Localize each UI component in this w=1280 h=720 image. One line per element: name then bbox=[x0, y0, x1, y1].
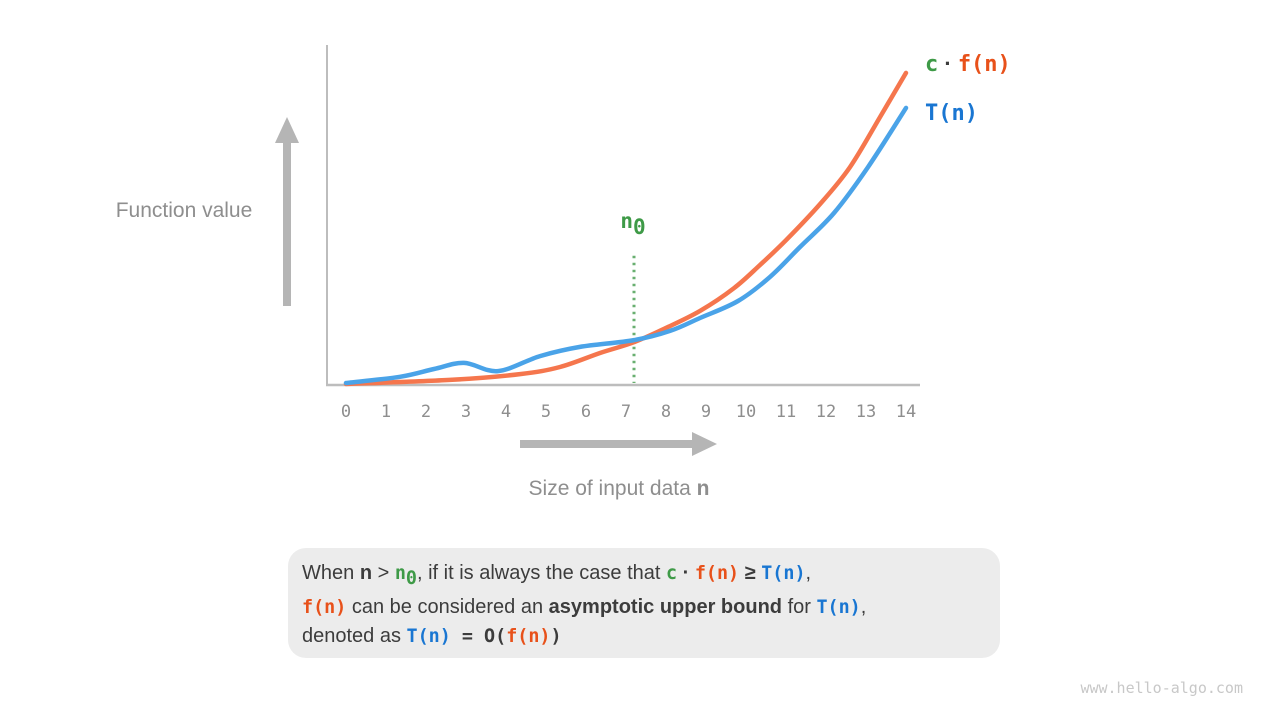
text-token: · bbox=[677, 562, 695, 584]
text-token: O( bbox=[484, 626, 507, 648]
x-tick-label: 9 bbox=[700, 402, 712, 422]
x-tick-label: 11 bbox=[775, 402, 797, 422]
text-token: n bbox=[620, 209, 633, 233]
caption-box: When n > n0, if it is always the case th… bbox=[288, 548, 1000, 658]
right-arrow-icon bbox=[520, 432, 717, 456]
x-axis-label: Size of input data n bbox=[529, 477, 710, 501]
text-token: ≥ bbox=[739, 562, 762, 584]
text-token: , bbox=[860, 596, 867, 619]
text-token: for bbox=[782, 596, 817, 619]
x-tick-label: 12 bbox=[815, 402, 837, 422]
text-token: f(n) bbox=[694, 563, 740, 584]
caption-line-3: denoted as T(n) = O(f(n)) bbox=[302, 622, 986, 651]
watermark: www.hello-algo.com bbox=[1080, 679, 1243, 697]
text-token: , bbox=[805, 562, 812, 584]
x-tick-label: 7 bbox=[620, 402, 632, 422]
text-token: T(n) bbox=[406, 626, 451, 648]
text-token: 0 bbox=[633, 214, 646, 239]
text-token: n bbox=[394, 563, 406, 584]
legend-item-t-n: T(n) bbox=[925, 102, 978, 125]
text-token: T(n) bbox=[925, 101, 978, 126]
text-token: can be considered an bbox=[346, 596, 549, 619]
text-token: > bbox=[372, 562, 395, 584]
text-token: = bbox=[450, 626, 485, 648]
text-token: f(n) bbox=[506, 626, 551, 648]
text-token: T(n) bbox=[761, 563, 806, 584]
x-tick-label: 3 bbox=[460, 402, 472, 422]
text-token: ) bbox=[550, 626, 562, 648]
text-token: · bbox=[938, 51, 958, 76]
x-tick-label: 2 bbox=[420, 402, 432, 422]
x-tick-label: 8 bbox=[660, 402, 672, 422]
text-token: c bbox=[665, 563, 678, 584]
curve-t-n bbox=[343, 105, 909, 386]
text-token: f(n) bbox=[957, 52, 1011, 77]
x-tick-label: 1 bbox=[380, 402, 392, 422]
caption-line-1: When n > n0, if it is always the case th… bbox=[302, 559, 986, 593]
x-tick-label: 10 bbox=[735, 402, 757, 422]
x-tick-label: 13 bbox=[855, 402, 877, 422]
curve-c-f-n bbox=[343, 70, 909, 387]
text-token: T(n) bbox=[816, 597, 861, 619]
up-arrow-icon bbox=[275, 117, 299, 306]
text-token: asymptotic upper bound bbox=[548, 596, 783, 619]
x-tick-label: 6 bbox=[580, 402, 592, 422]
legend-item-c-f-n: c · f(n) bbox=[925, 53, 1011, 76]
text-token: c bbox=[925, 52, 939, 77]
x-tick-label: 14 bbox=[895, 402, 917, 422]
text-token: f(n) bbox=[302, 597, 347, 619]
x-tick-label: 0 bbox=[340, 402, 352, 422]
text-token: Size of input data bbox=[528, 477, 697, 500]
x-tick-label: 5 bbox=[540, 402, 552, 422]
n0-label: n0 bbox=[620, 209, 645, 239]
text-token: When bbox=[302, 562, 360, 584]
x-tick-label: 4 bbox=[500, 402, 512, 422]
caption-line-2: f(n) can be considered an asymptotic upp… bbox=[302, 593, 986, 622]
text-token: n bbox=[696, 477, 710, 500]
text-token: , if it is always the case that bbox=[416, 562, 666, 584]
text-token: 0 bbox=[405, 568, 417, 590]
text-token: n bbox=[359, 562, 373, 584]
y-axis-label: Function value bbox=[115, 199, 253, 222]
text-token: denoted as bbox=[302, 625, 407, 648]
